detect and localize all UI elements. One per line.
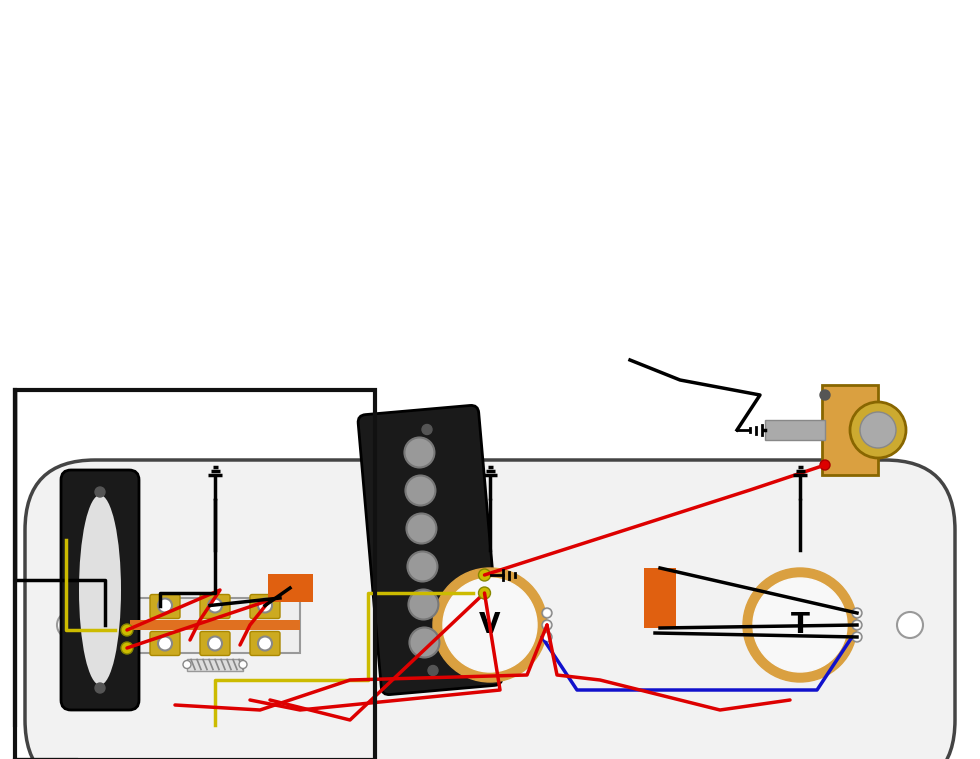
Circle shape [258,599,272,613]
Bar [822,385,878,475]
Circle shape [208,637,222,650]
FancyBboxPatch shape [250,631,280,656]
FancyBboxPatch shape [61,470,139,710]
Circle shape [422,424,432,434]
Circle shape [897,612,923,638]
Circle shape [95,683,105,693]
Circle shape [239,660,247,669]
Circle shape [478,587,491,599]
Bar [187,659,243,670]
Circle shape [850,402,906,458]
Circle shape [407,514,436,543]
Bar [644,568,676,628]
Circle shape [854,622,860,628]
Text: T: T [791,611,809,639]
Bar [765,420,825,440]
Circle shape [544,610,550,616]
Circle shape [57,612,83,638]
FancyBboxPatch shape [200,594,230,619]
Circle shape [854,610,860,616]
Circle shape [854,634,860,640]
Bar [130,597,300,653]
Circle shape [183,660,191,669]
Circle shape [542,632,552,642]
Circle shape [852,632,862,642]
Circle shape [820,460,830,470]
Circle shape [428,666,438,676]
Circle shape [121,642,133,654]
Circle shape [410,628,439,657]
Circle shape [860,412,896,448]
Circle shape [542,620,552,630]
Circle shape [95,487,105,497]
Circle shape [433,568,547,682]
Text: V: V [479,611,501,639]
FancyBboxPatch shape [358,405,502,694]
Circle shape [121,624,133,636]
Circle shape [408,552,437,581]
Circle shape [443,578,537,672]
Circle shape [852,620,862,630]
Circle shape [406,475,435,505]
Circle shape [405,437,434,468]
FancyBboxPatch shape [150,594,180,619]
Circle shape [478,569,491,581]
Circle shape [743,568,857,682]
Circle shape [542,608,552,618]
FancyBboxPatch shape [25,460,955,759]
Circle shape [753,578,847,672]
Circle shape [208,599,222,613]
Circle shape [544,634,550,640]
Circle shape [409,590,438,619]
FancyBboxPatch shape [200,631,230,656]
Bar [15,390,375,759]
FancyBboxPatch shape [250,594,280,619]
Circle shape [158,637,172,650]
Circle shape [852,608,862,618]
Circle shape [820,390,830,400]
Circle shape [258,637,272,650]
Bar [268,574,313,602]
Ellipse shape [79,495,121,685]
Circle shape [544,622,550,628]
FancyBboxPatch shape [150,631,180,656]
Circle shape [158,599,172,613]
Bar [130,620,300,630]
